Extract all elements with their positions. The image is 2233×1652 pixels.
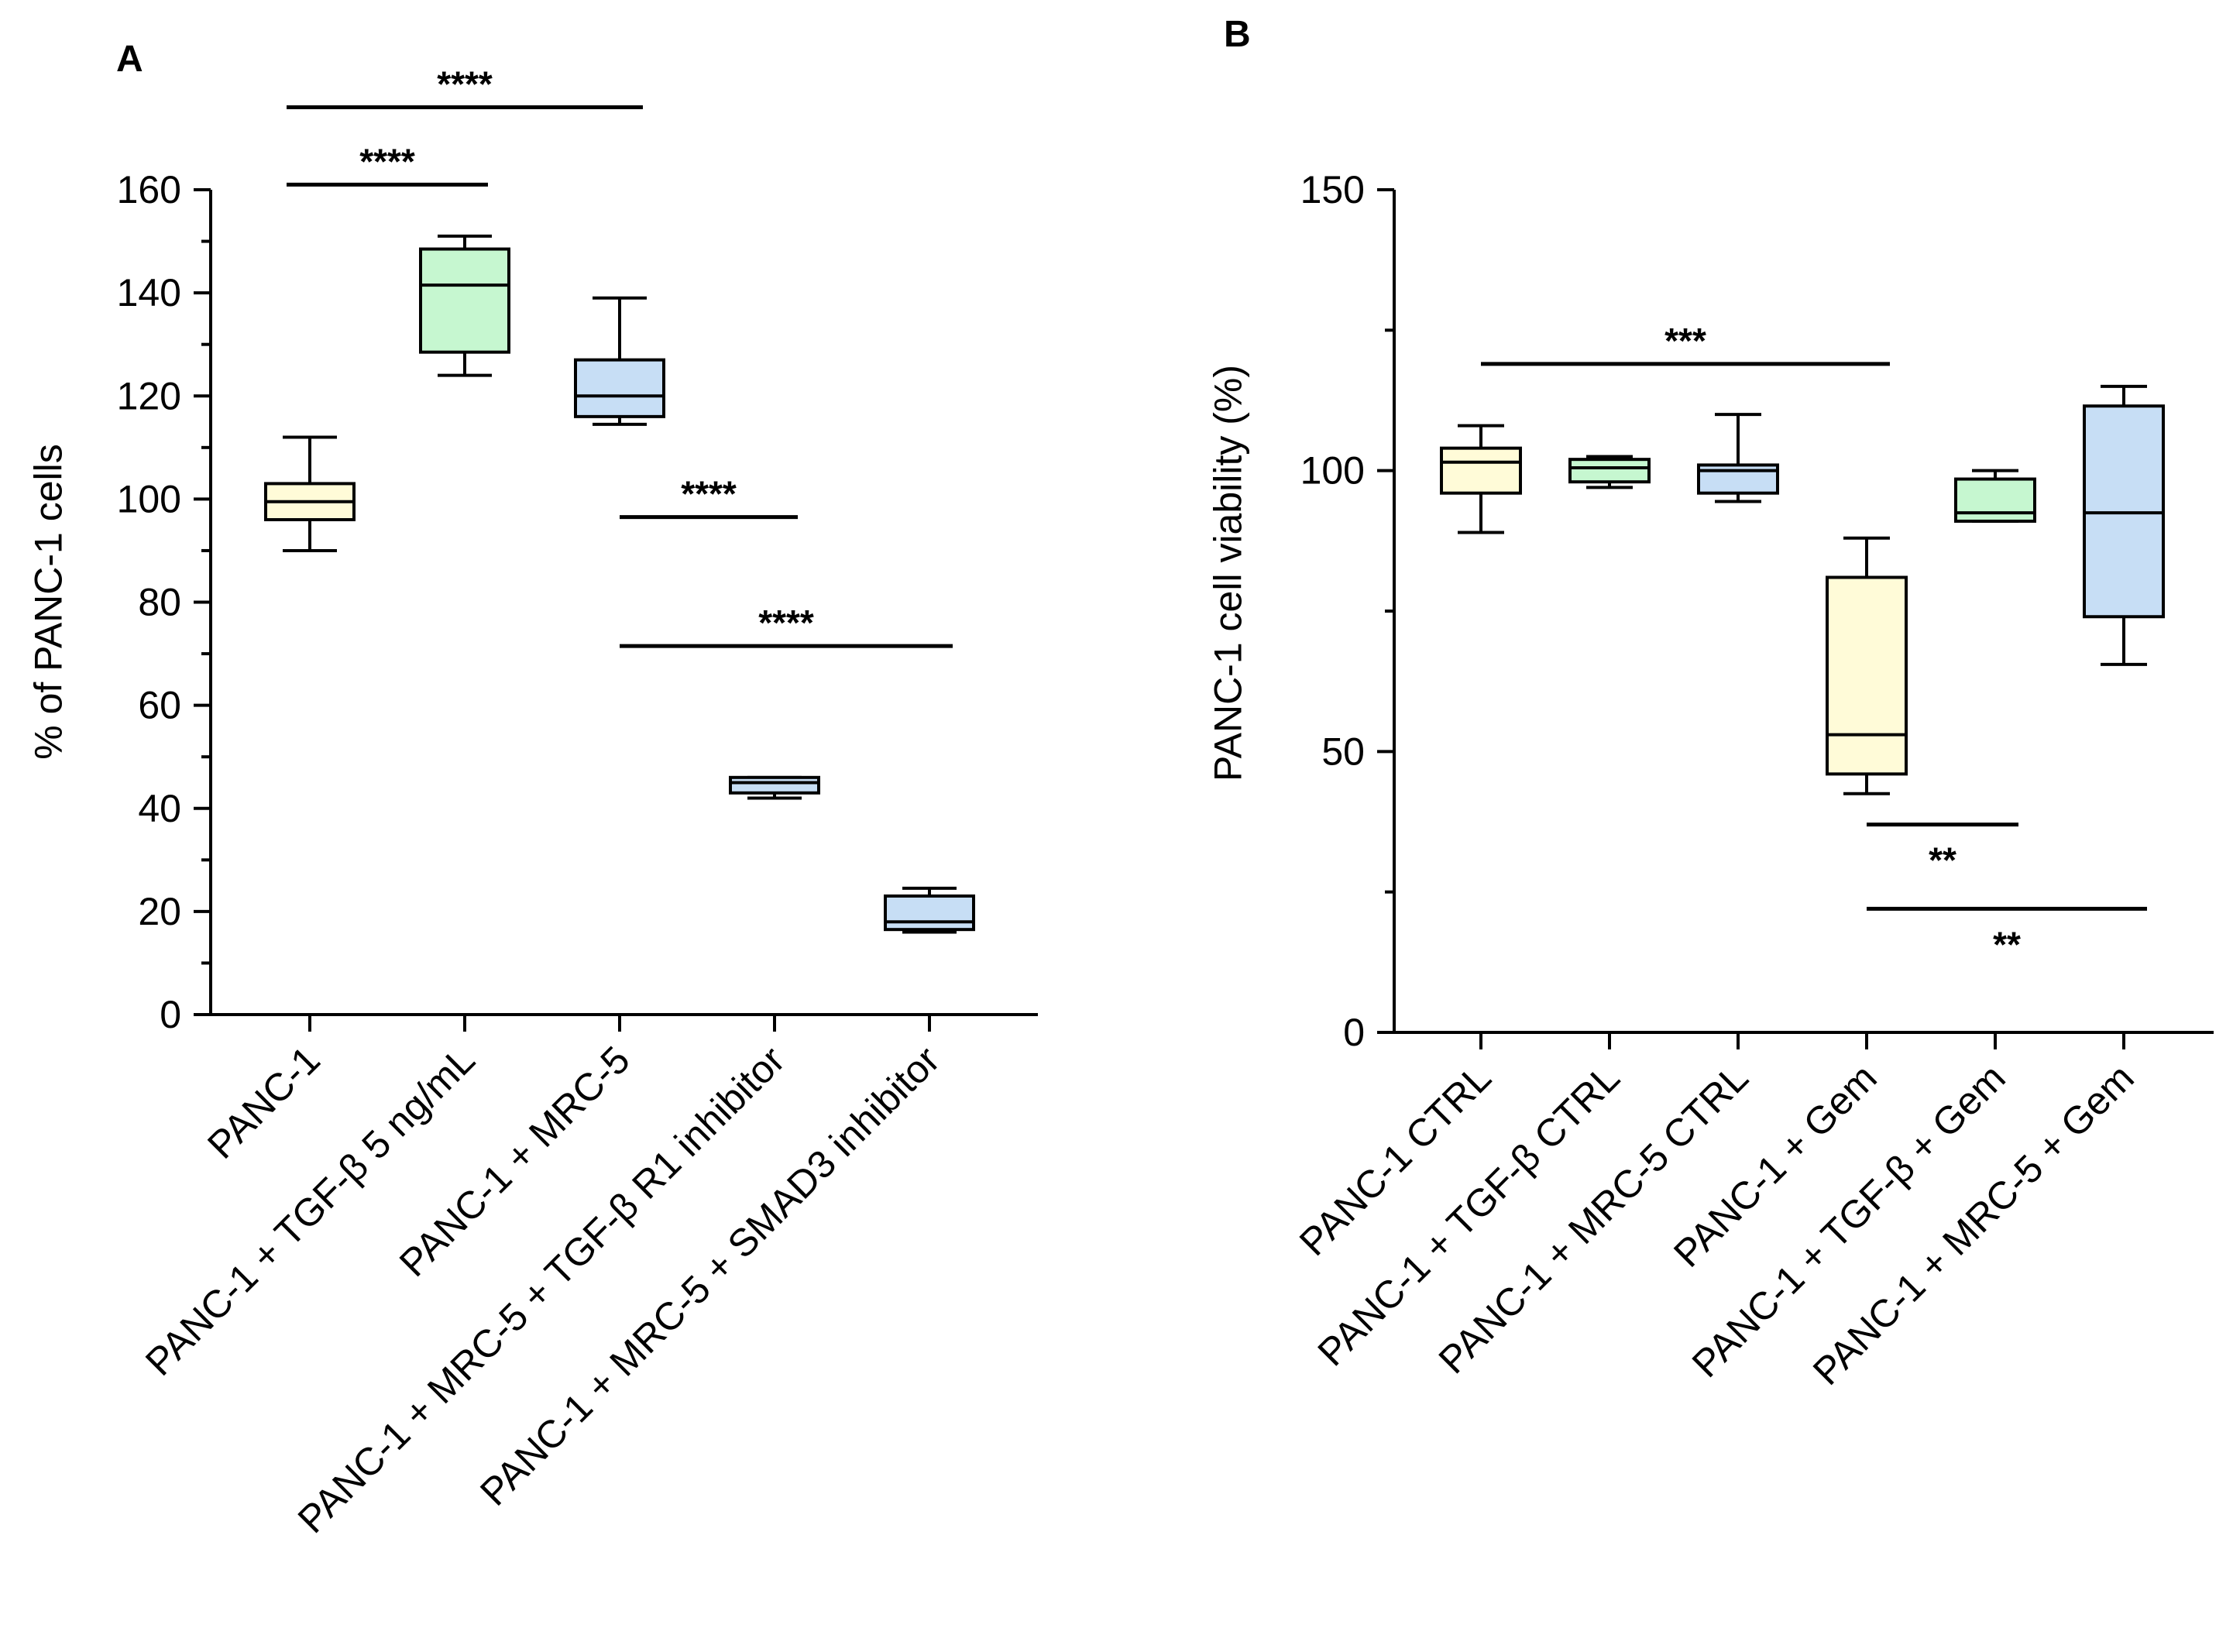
a-significance-label: **** xyxy=(437,64,493,105)
b-y-tick-label: 100 xyxy=(1300,449,1365,493)
a-y-axis-title: % of PANC-1 cells xyxy=(27,444,70,760)
a-significance-label: **** xyxy=(681,474,737,514)
a-y-tick-label: 100 xyxy=(117,477,181,520)
b-y-tick-label: 0 xyxy=(1343,1011,1365,1054)
a-y-tick-label: 120 xyxy=(117,374,181,417)
b-box xyxy=(1440,446,1522,495)
panel-letter-b: B xyxy=(1224,14,1251,55)
a-box xyxy=(574,358,665,418)
b-y-tick-label: 150 xyxy=(1300,168,1365,211)
b-significance-label: ** xyxy=(1929,840,1956,881)
a-y-tick-label: 20 xyxy=(138,890,181,933)
b-box xyxy=(1954,477,2036,523)
a-y-tick-label: 0 xyxy=(160,993,181,1036)
a-y-tick-label: 140 xyxy=(117,271,181,314)
b-box xyxy=(1568,458,1651,484)
panel-letter-a: A xyxy=(116,39,143,80)
a-category-label: PANC-1 xyxy=(199,1038,328,1167)
b-significance-label: ** xyxy=(1993,924,2021,964)
a-y-tick-label: 40 xyxy=(138,787,181,830)
a-box xyxy=(419,247,510,354)
b-y-axis-title: PANC-1 cell viability (%) xyxy=(1207,365,1250,781)
a-y-tick-label: 60 xyxy=(138,684,181,727)
b-y-tick-label: 50 xyxy=(1321,730,1365,773)
a-significance-label: **** xyxy=(758,603,814,643)
a-box xyxy=(729,775,820,795)
a-y-tick-label: 80 xyxy=(138,581,181,624)
a-category-label: PANC-1 + TGF-β 5 ng/mL xyxy=(137,1038,483,1384)
panel-a-chart: 0 20 40 60 80 100 120 140 160 % of PANC-1 cells PA… xyxy=(27,64,1038,1541)
a-y-tick-label: 160 xyxy=(117,168,181,211)
a-box xyxy=(884,894,975,932)
a-significance-label: **** xyxy=(359,141,415,181)
b-significance-label: *** xyxy=(1664,321,1706,361)
b-box xyxy=(1826,575,1908,776)
